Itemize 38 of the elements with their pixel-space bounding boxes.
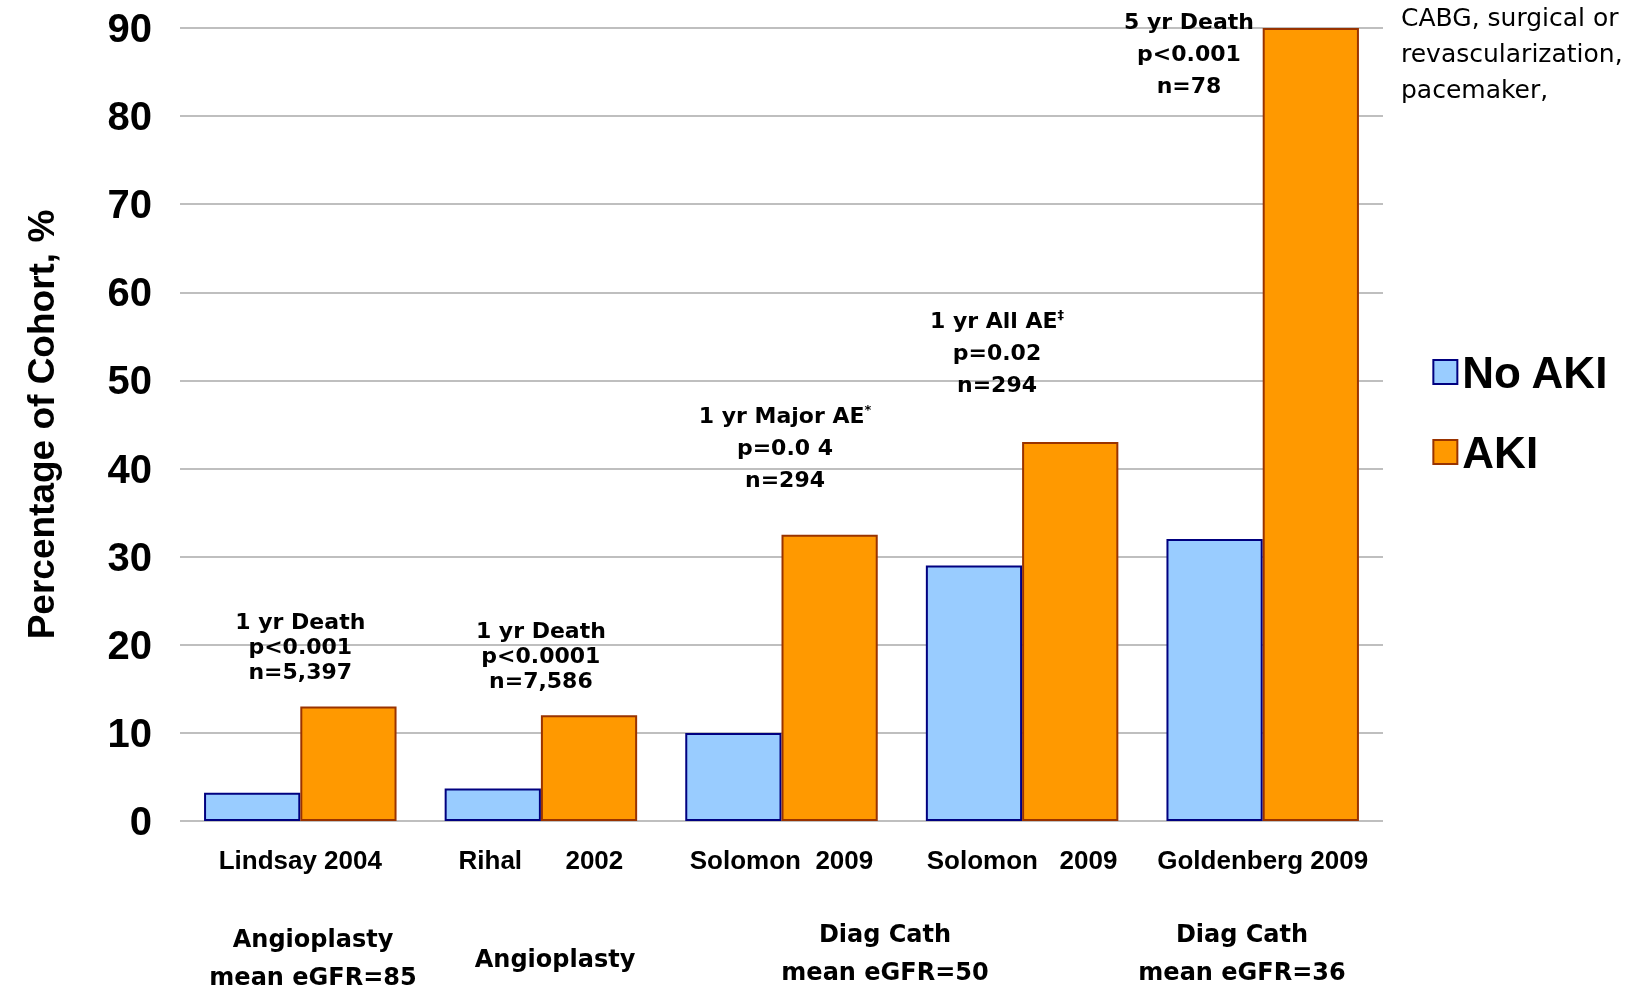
text: Angioplasty mean eGFR=85 bbox=[209, 924, 417, 991]
bar bbox=[1262, 28, 1359, 821]
annotation: 1 yr Death p<0.001 n=5,397 bbox=[235, 609, 366, 685]
bar bbox=[685, 732, 782, 821]
y-tick-label: 20 bbox=[107, 622, 152, 667]
x-tick-label: Solomon 2009 bbox=[926, 845, 1118, 875]
bar bbox=[1022, 442, 1119, 821]
legend-label: AKI bbox=[1462, 427, 1539, 477]
annotation: 1 yr Death p<0.0001 n=7,586 bbox=[475, 618, 606, 694]
bar bbox=[204, 792, 301, 821]
y-tick-label: 40 bbox=[107, 446, 152, 491]
bar bbox=[781, 534, 878, 821]
text: 1 yr All AE$^{‡}$ p=0.02 n=294 bbox=[929, 307, 1065, 397]
bar bbox=[925, 565, 1023, 821]
text: CABG, surgical or revascularization, pacemaker, bbox=[1401, 2, 1623, 106]
y-tick-label: 70 bbox=[107, 182, 152, 227]
x-tick-label: Lindsay 2004 bbox=[218, 845, 383, 875]
text: Diag Cath mean eGFR=36 bbox=[1138, 919, 1346, 988]
text: Diag Cath mean eGFR=50 bbox=[781, 919, 989, 988]
bar bbox=[540, 715, 638, 821]
y-tick-label: 10 bbox=[107, 710, 152, 755]
bar bbox=[444, 788, 541, 821]
y-tick-label: 80 bbox=[107, 94, 152, 139]
x-tick-label: Solomon 2009 bbox=[689, 845, 874, 875]
legend-label: No AKI bbox=[1462, 347, 1608, 397]
bar bbox=[300, 706, 397, 821]
text: 1 yr Major AE$^{*}$ p=0.0 4 n=294 bbox=[698, 402, 872, 492]
annotation: 5 yr Death p<0.001 n=78 bbox=[1123, 8, 1255, 100]
x-tick-label: Goldenberg 2009 bbox=[1157, 845, 1369, 875]
x-tick-label: Rihal 2002 bbox=[458, 845, 624, 875]
y-axis-title: Percentage of Cohort, % bbox=[21, 209, 62, 640]
y-tick-label: 50 bbox=[107, 358, 152, 403]
y-tick-label: 30 bbox=[107, 534, 152, 579]
y-tick-label: 90 bbox=[107, 6, 152, 50]
text: Angioplasty bbox=[474, 944, 636, 975]
y-tick-label: 0 bbox=[129, 799, 152, 843]
y-tick-label: 60 bbox=[107, 270, 152, 315]
bar bbox=[1166, 539, 1263, 821]
